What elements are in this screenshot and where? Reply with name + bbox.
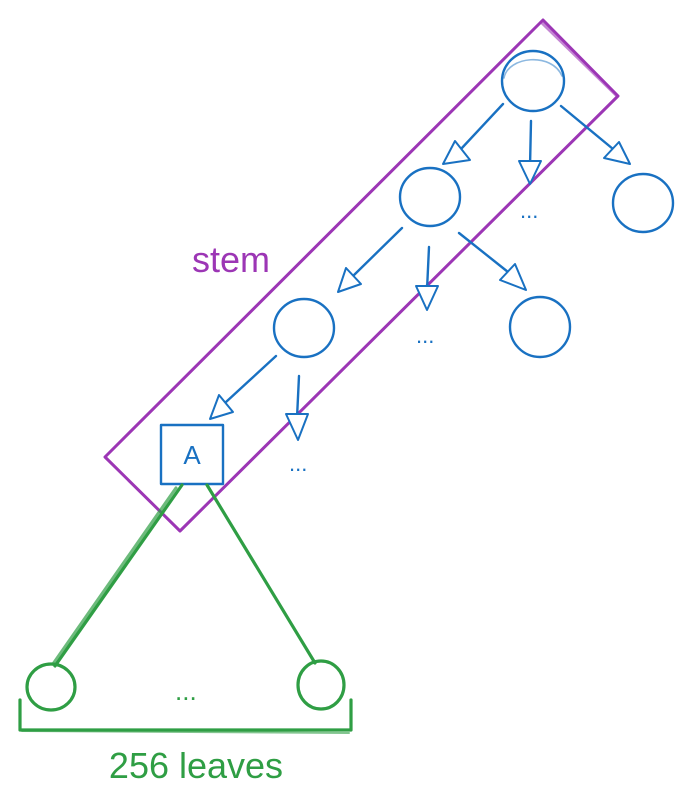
leaves-bracket (18, 698, 353, 734)
node-a-label: A (183, 440, 201, 470)
level2-node-right (508, 295, 572, 359)
root-node (500, 49, 566, 113)
leaves-triangle (51, 483, 317, 668)
leaf-right (296, 659, 346, 711)
leaves-label: 256 leaves (109, 745, 283, 786)
leaves-ellipsis: ... (175, 676, 197, 706)
root-edges (442, 102, 631, 185)
level3-ellipsis: ... (289, 451, 307, 476)
level2-edges (209, 354, 309, 441)
level2-node-left (272, 297, 336, 359)
node-a-square (159, 423, 225, 486)
level1-edges (337, 226, 527, 311)
leaf-left (25, 662, 77, 712)
level1-node-left (398, 166, 462, 228)
level2-ellipsis: ... (416, 323, 434, 348)
level1-node-right (611, 172, 675, 234)
level1-ellipsis: ... (520, 198, 538, 223)
stem-label: stem (192, 239, 270, 280)
stem-boundary (103, 18, 620, 533)
